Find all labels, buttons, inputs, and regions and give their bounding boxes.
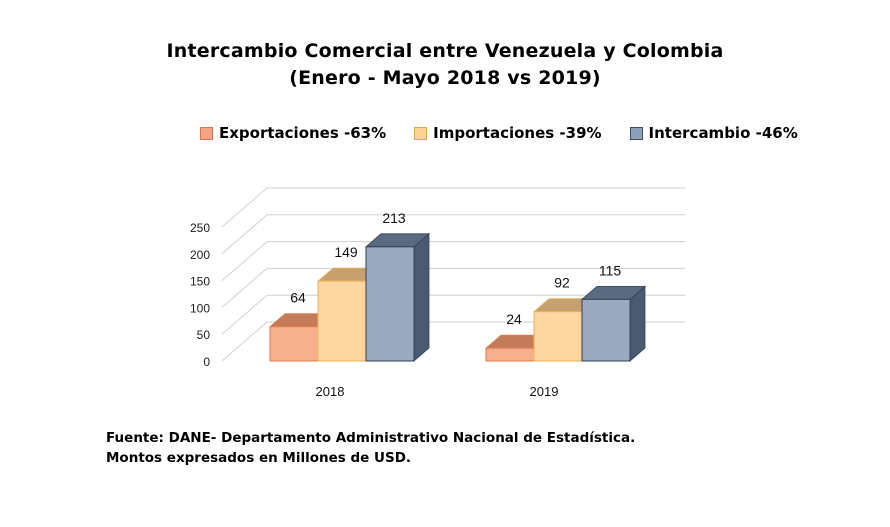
- y-tick-label: 150: [190, 275, 210, 289]
- y-tick-label: 250: [190, 221, 210, 235]
- y-tick-label: 0: [203, 355, 210, 369]
- bar: [365, 246, 415, 362]
- bar: [485, 347, 535, 362]
- gridline-side: [221, 294, 268, 335]
- y-tick-label: 50: [197, 328, 211, 342]
- bar: [317, 280, 367, 362]
- y-tick-label: 200: [190, 248, 210, 262]
- x-tick-label: 2018: [316, 384, 345, 399]
- x-tick-label: 2019: [530, 384, 559, 399]
- legend-swatch-exportaciones: [200, 126, 213, 140]
- data-label: 149: [334, 244, 358, 260]
- legend-item-exportaciones: Exportaciones -63%: [200, 124, 386, 142]
- bar-side: [413, 232, 430, 362]
- legend-label-intercambio: Intercambio -46%: [648, 124, 798, 142]
- source-note: Fuente: DANE- Departamento Administrativ…: [106, 430, 636, 446]
- legend-swatch-importaciones: [414, 126, 428, 140]
- gridline-side: [221, 214, 268, 255]
- data-label: 92: [554, 275, 570, 291]
- legend-label-importaciones: Importaciones -39%: [433, 124, 602, 142]
- gridline-side: [221, 268, 268, 308]
- data-label: 213: [382, 210, 406, 226]
- legend: Exportaciones -63% Importaciones -39% In…: [200, 124, 798, 142]
- data-label: 64: [290, 290, 306, 306]
- gridline-side: [221, 321, 268, 362]
- units-note: Montos expresados en Millones de USD.: [106, 450, 412, 466]
- legend-item-importaciones: Importaciones -39%: [414, 124, 602, 142]
- gridline-side: [221, 187, 268, 228]
- bar: [533, 311, 583, 362]
- legend-label-exportaciones: Exportaciones -63%: [219, 124, 387, 142]
- legend-item-intercambio: Intercambio -46%: [629, 124, 798, 142]
- bar: [269, 326, 319, 362]
- bar: [581, 298, 631, 362]
- data-label: 24: [506, 311, 522, 327]
- chart-title: Intercambio Comercial entre Venezuela y …: [166, 40, 724, 62]
- legend-swatch-intercambio: [629, 126, 643, 140]
- y-tick-label: 100: [190, 301, 210, 315]
- gridline-side: [221, 241, 268, 281]
- data-label: 115: [599, 262, 622, 278]
- chart-subtitle: (Enero - Mayo 2018 vs 2019): [289, 67, 601, 89]
